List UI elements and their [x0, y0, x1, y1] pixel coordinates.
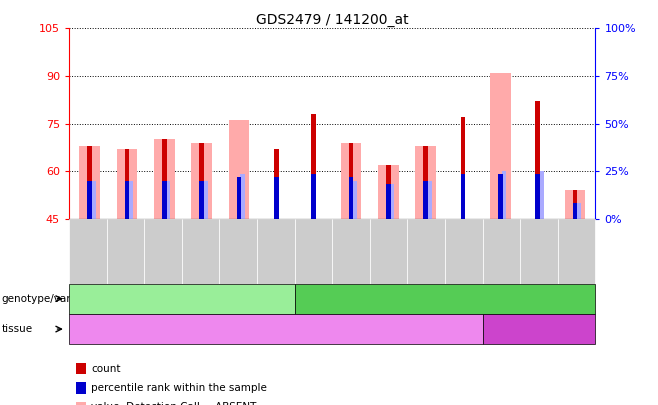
Title: GDS2479 / 141200_at: GDS2479 / 141200_at	[256, 13, 409, 27]
Text: count: count	[91, 364, 121, 373]
Bar	[311, 114, 316, 219]
Bar	[162, 139, 166, 219]
Bar	[236, 177, 241, 219]
Bar	[461, 174, 465, 219]
Bar	[576, 203, 581, 219]
Bar	[80, 146, 100, 219]
Bar	[274, 177, 279, 219]
Text: tissue: tissue	[1, 324, 32, 334]
Bar	[386, 184, 391, 219]
Bar	[535, 101, 540, 219]
Bar	[378, 165, 399, 219]
Bar	[124, 181, 130, 219]
Bar	[229, 120, 249, 219]
Bar	[390, 184, 394, 219]
Bar	[240, 174, 245, 219]
Bar	[539, 171, 544, 219]
Bar	[461, 117, 465, 219]
Bar	[116, 149, 138, 219]
Bar	[423, 146, 428, 219]
Bar	[91, 181, 96, 219]
Bar	[423, 181, 428, 219]
Bar	[166, 181, 170, 219]
Bar	[88, 181, 92, 219]
Bar	[162, 181, 166, 219]
Bar	[341, 143, 361, 219]
Text: percentile rank within the sample: percentile rank within the sample	[91, 383, 267, 393]
Bar	[415, 146, 436, 219]
Bar	[128, 181, 133, 219]
Bar	[501, 171, 507, 219]
Bar	[199, 143, 204, 219]
Text: photoreceptor cells: photoreceptor cells	[486, 324, 593, 334]
Text: wild type: wild type	[157, 294, 207, 304]
Bar	[535, 174, 540, 219]
Bar	[124, 149, 130, 219]
Bar	[572, 203, 577, 219]
Bar	[349, 143, 353, 219]
Bar	[274, 149, 279, 219]
Text: value, Detection Call = ABSENT: value, Detection Call = ABSENT	[91, 403, 257, 405]
Bar	[311, 174, 316, 219]
Bar	[352, 181, 357, 219]
Bar	[565, 190, 585, 219]
Bar	[154, 139, 174, 219]
Text: whole head: whole head	[243, 324, 308, 334]
Bar	[490, 73, 511, 219]
Bar	[203, 181, 208, 219]
Bar	[498, 174, 503, 219]
Bar	[349, 177, 353, 219]
Bar	[191, 143, 212, 219]
Text: FLAG-tagged PABP transgenic: FLAG-tagged PABP transgenic	[362, 294, 528, 304]
Bar	[427, 181, 432, 219]
Bar	[572, 190, 577, 219]
Bar	[199, 181, 204, 219]
Bar	[88, 146, 92, 219]
Text: genotype/variation: genotype/variation	[1, 294, 101, 304]
Bar	[386, 165, 391, 219]
